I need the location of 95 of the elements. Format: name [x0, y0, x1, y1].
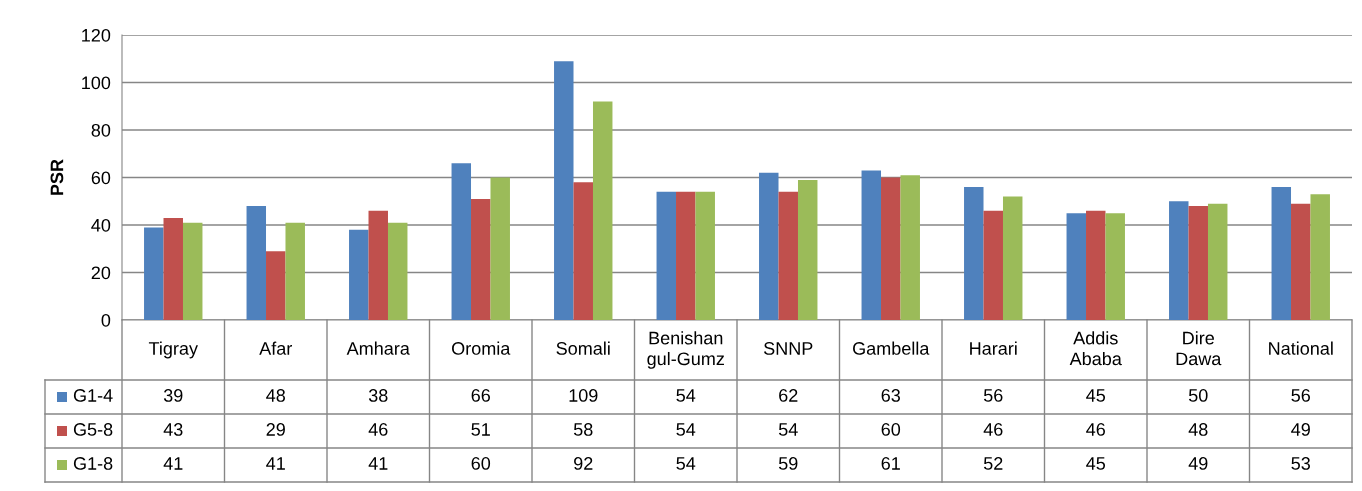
bar: [349, 229, 369, 320]
data-label: 54: [676, 423, 696, 436]
data-label: 54: [676, 389, 696, 402]
y-axis-title: PSR: [50, 159, 64, 195]
x-tick-label: Gambella: [853, 341, 930, 355]
y-tick-label: 60: [91, 171, 111, 185]
bar: [1066, 213, 1087, 320]
y-tick-label: 100: [82, 76, 111, 90]
data-label: 66: [471, 389, 490, 402]
legend-label: G5-8: [73, 423, 113, 436]
data-label: 58: [573, 423, 593, 436]
y-tick-label: 80: [91, 123, 111, 137]
bar: [1207, 203, 1228, 320]
data-label: 56: [983, 389, 1003, 402]
data-label: 53: [1291, 457, 1310, 470]
y-tick-label: 120: [82, 28, 111, 42]
bar: [246, 206, 267, 320]
bar: [554, 61, 574, 320]
bar: [797, 179, 818, 320]
bar: [656, 191, 677, 320]
bar: [144, 227, 164, 320]
data-label: 45: [1086, 389, 1106, 402]
data-label: 63: [881, 389, 900, 402]
bar: [759, 172, 779, 320]
data-label: 51: [471, 423, 490, 436]
bar: [163, 217, 183, 320]
bar: [1002, 196, 1023, 320]
data-label: 41: [163, 457, 183, 470]
data-label: 48: [1188, 423, 1208, 436]
x-tick-label: Afar: [259, 341, 293, 355]
data-label: 46: [983, 423, 1003, 436]
data-label: 41: [368, 457, 388, 470]
x-tick-label: National: [1269, 341, 1333, 355]
bar: [387, 222, 408, 320]
x-tick-label: Oromia: [452, 341, 511, 355]
bar: [881, 177, 901, 320]
bar: [592, 101, 613, 320]
data-label: 41: [266, 457, 285, 470]
data-label: 62: [779, 389, 798, 402]
legend-label: G1-4: [73, 389, 113, 402]
bar: [368, 210, 388, 320]
x-tick-label: Benishan gul-Gumz: [647, 331, 724, 369]
y-tick-label: 0: [101, 313, 111, 327]
y-tick-label: 20: [91, 266, 111, 280]
data-label: 43: [163, 423, 183, 436]
data-label: 46: [368, 423, 388, 436]
bar: [900, 175, 920, 320]
legend-label: G1-8: [73, 457, 113, 470]
bar: [1291, 203, 1311, 320]
bar: [1086, 210, 1106, 320]
data-label: 54: [778, 423, 798, 436]
data-label: 29: [266, 423, 285, 436]
data-label: 109: [569, 389, 598, 402]
data-label: 39: [163, 389, 183, 402]
bar: [676, 191, 696, 320]
bar: [695, 191, 715, 320]
bar: [1271, 187, 1292, 320]
data-label: 61: [881, 457, 900, 470]
data-label: 49: [1188, 457, 1208, 470]
x-tick-label: Tigray: [148, 341, 198, 359]
x-tick-label: Harari: [970, 341, 1017, 355]
data-label: 92: [574, 457, 593, 470]
x-tick-label: Dire Dawa: [1176, 331, 1222, 366]
x-tick-label: Amhara: [346, 341, 410, 355]
data-label: 49: [1291, 423, 1310, 436]
bar: [1310, 194, 1330, 320]
data-label: 45: [1086, 457, 1106, 470]
bar: [1169, 201, 1189, 320]
bar: [573, 182, 593, 320]
bar: [1188, 206, 1208, 320]
bar: [471, 198, 491, 320]
data-label: 52: [983, 457, 1003, 470]
bar: [285, 222, 305, 320]
x-tick-label: SNNP: [763, 342, 813, 355]
data-label: 59: [778, 457, 798, 470]
bar: [182, 222, 203, 320]
data-label: 46: [1086, 423, 1105, 436]
bar: [983, 210, 1003, 320]
data-label: 54: [676, 457, 696, 470]
data-label: 60: [881, 423, 901, 436]
bar: [861, 170, 882, 320]
data-label: 38: [368, 389, 388, 402]
x-tick-label: Somali: [556, 341, 610, 355]
bar: [451, 163, 472, 320]
bar: [778, 191, 798, 320]
x-tick-label: Addis Ababa: [1069, 331, 1122, 366]
bar: [1105, 213, 1125, 320]
data-label: 50: [1188, 389, 1208, 402]
y-tick-label: 40: [91, 218, 111, 232]
data-label: 60: [471, 457, 491, 470]
bar: [964, 187, 984, 320]
data-label: 48: [266, 389, 286, 402]
bar: [490, 177, 510, 320]
bar: [266, 251, 286, 320]
data-label: 56: [1291, 389, 1310, 402]
